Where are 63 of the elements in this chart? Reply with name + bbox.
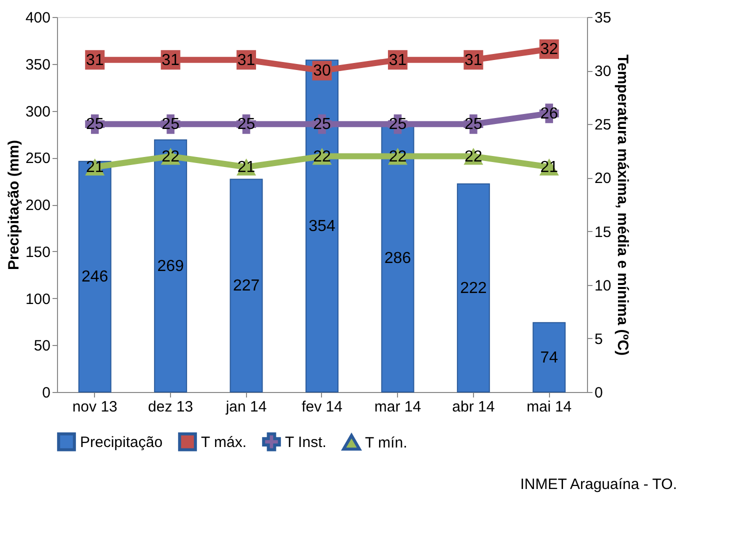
text: INMET Araguaína - TO. <box>520 476 677 493</box>
y2-tick-label: 30 <box>594 63 612 80</box>
data-label: 31 <box>162 52 180 69</box>
y2-tick-label: 10 <box>594 277 612 294</box>
x-tick-label: nov 13 <box>72 398 118 416</box>
x-tick-label: mai 14 <box>526 398 572 416</box>
data-label: 32 <box>540 41 558 58</box>
x-tick-label: jan 14 <box>224 398 267 416</box>
data-label: 22 <box>388 148 407 166</box>
data-label: 269 <box>157 258 184 275</box>
data-label: 25 <box>162 116 180 134</box>
bar <box>154 139 188 392</box>
data-label: 286 <box>384 250 412 267</box>
legend-label: T Inst. <box>285 434 326 451</box>
y-tick-label: 350 <box>25 56 50 74</box>
data-label: 22 <box>464 148 482 166</box>
y-tick-label: 250 <box>25 150 50 168</box>
data-label: 25 <box>313 116 331 134</box>
y-tick-label: 50 <box>34 338 50 355</box>
y-tick-label: 100 <box>25 290 50 308</box>
data-label: 227 <box>232 278 260 295</box>
bar <box>456 183 490 392</box>
legend-label: Precipitação <box>80 434 163 451</box>
bar <box>532 322 566 392</box>
y-tick-label: 400 <box>25 10 50 26</box>
y2-tick-label: 15 <box>594 224 612 241</box>
y-tick-label: 300 <box>25 103 50 120</box>
y2-tick-label: 5 <box>594 330 603 348</box>
data-label: 31 <box>464 52 482 69</box>
data-label: 31 <box>388 52 407 69</box>
y2-tick-label: 20 <box>594 170 612 188</box>
y-tick-label: 150 <box>25 244 50 261</box>
data-label: 22 <box>162 148 180 166</box>
data-label: 222 <box>460 280 487 297</box>
y-axis-title: Precipitação (mm) <box>5 140 22 270</box>
bar <box>230 178 263 392</box>
data-label: 22 <box>313 148 331 166</box>
y-tick-label: 200 <box>25 197 50 214</box>
data-label: 21 <box>237 159 256 176</box>
x-tick-label: abr 14 <box>452 398 495 416</box>
data-label: 25 <box>464 116 482 134</box>
y2-tick-label: 35 <box>594 10 612 26</box>
x-tick-label: fev 14 <box>302 398 342 416</box>
x-tick-label: mar 14 <box>374 398 422 416</box>
data-label: 31 <box>237 52 256 69</box>
data-label: 25 <box>86 116 104 134</box>
legend-label: T mín. <box>365 434 408 452</box>
x-tick-label: dez 13 <box>148 398 194 416</box>
data-label: 25 <box>237 116 256 134</box>
data-label: 354 <box>308 218 336 236</box>
data-label: 26 <box>540 105 558 122</box>
legend-label: T máx. <box>201 434 247 451</box>
data-label: 25 <box>388 116 407 134</box>
bar <box>306 60 338 392</box>
y2-tick-label: 25 <box>594 116 612 134</box>
y2-axis-title: Temperatura máxima, média e mínima (ºC) <box>614 54 632 356</box>
data-label: 30 <box>313 62 331 80</box>
y-tick-label: 0 <box>42 384 50 402</box>
data-label: 74 <box>540 349 558 366</box>
bar <box>78 160 112 392</box>
y2-tick-label: 0 <box>594 384 603 402</box>
data-label: 246 <box>82 268 108 286</box>
data-label: 31 <box>86 52 104 69</box>
